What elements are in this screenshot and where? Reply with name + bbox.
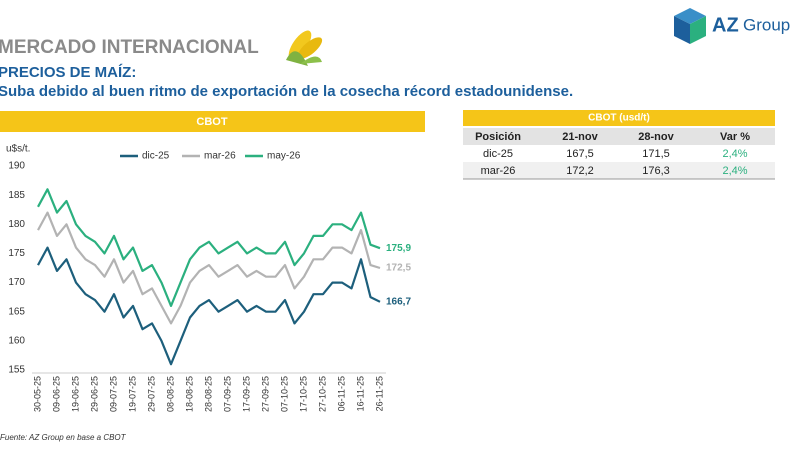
source: Fuente: AZ Group en base a CBOT <box>0 433 127 442</box>
x-tick-label: 30-05-25 <box>32 376 42 412</box>
value-label: 175,9 <box>386 243 411 254</box>
table-cell: 2,4% <box>722 148 747 160</box>
x-tick-label: 19-06-25 <box>70 376 80 412</box>
y-tick-label: 165 <box>8 306 25 317</box>
table-banner <box>463 110 775 126</box>
table-cell: 172,2 <box>566 165 594 177</box>
series-line <box>37 188 381 307</box>
x-tick-label: 29-07-25 <box>146 376 156 412</box>
y-tick-label: 175 <box>8 248 25 259</box>
table-row-bg <box>463 162 775 179</box>
y-tick-label: 170 <box>8 277 25 288</box>
chart-banner <box>0 111 425 132</box>
x-tick-label: 18-08-25 <box>184 376 194 412</box>
x-tick-label: 17-10-25 <box>298 376 308 412</box>
table-cell: 171,5 <box>642 148 670 160</box>
x-tick-label: 09-07-25 <box>108 376 118 412</box>
table-header: 28-nov <box>638 131 674 143</box>
series-line <box>37 246 381 366</box>
y-axis-label: u$s/t. <box>6 144 30 155</box>
table-cell: 167,5 <box>566 148 594 160</box>
x-tick-label: 17-09-25 <box>241 376 251 412</box>
logo: AZ Group <box>674 8 790 44</box>
table-header: Posición <box>475 131 521 143</box>
x-tick-label: 27-09-25 <box>260 376 270 412</box>
y-tick-label: 180 <box>8 219 25 230</box>
chart-title: CBOT <box>196 116 227 128</box>
x-tick-label: 09-06-25 <box>51 376 61 412</box>
subtitle: PRECIOS DE MAÍZ: <box>0 64 136 81</box>
table-cell: dic-25 <box>483 148 513 160</box>
y-tick-label: 160 <box>8 335 25 346</box>
table-cell: 176,3 <box>642 165 670 177</box>
x-tick-label: 06-11-25 <box>336 376 346 411</box>
series-line <box>37 211 381 325</box>
table-title: CBOT (usd/t) <box>588 113 650 124</box>
x-tick-label: 19-07-25 <box>127 376 137 412</box>
value-label: 166,7 <box>386 296 411 307</box>
y-tick-label: 185 <box>8 190 25 201</box>
x-tick-label: 27-10-25 <box>317 376 327 412</box>
logo-text: Group <box>743 15 790 34</box>
table-cell: 2,4% <box>722 165 747 177</box>
corn-icon <box>286 30 323 66</box>
value-label: 172,5 <box>386 263 411 274</box>
table-header-bg <box>463 128 775 145</box>
page-title: MERCADO INTERNACIONAL <box>0 37 259 58</box>
legend-label: may-26 <box>267 151 301 162</box>
x-tick-label: 28-08-25 <box>203 376 213 412</box>
headline: Suba debido al buen ritmo de exportación… <box>0 83 573 100</box>
y-tick-label: 155 <box>8 365 25 376</box>
legend-label: dic-25 <box>142 151 170 162</box>
table-header: Var % <box>720 131 750 143</box>
x-tick-label: 08-08-25 <box>165 376 175 412</box>
x-tick-label: 26-11-25 <box>374 376 384 411</box>
y-tick-label: 190 <box>8 161 25 172</box>
table-header: 21-nov <box>562 131 598 143</box>
x-tick-label: 29-06-25 <box>89 376 99 412</box>
legend-label: mar-26 <box>204 151 236 162</box>
x-tick-label: 16-11-25 <box>355 376 365 411</box>
x-tick-label: 07-09-25 <box>222 376 232 412</box>
x-tick-label: 07-10-25 <box>279 376 289 412</box>
logo-text: AZ <box>712 14 739 36</box>
table-cell: mar-26 <box>481 165 516 177</box>
